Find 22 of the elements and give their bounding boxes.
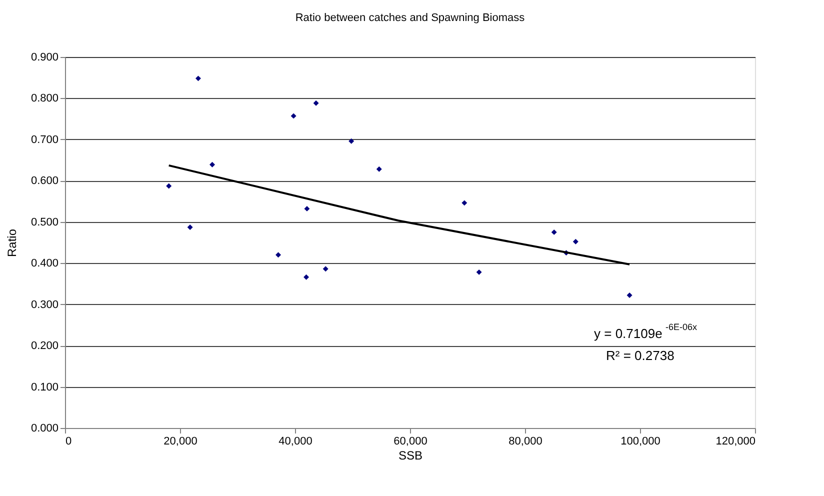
y-tick-label: 0.200 — [30, 340, 58, 352]
x-tick-label: 100,000 — [620, 436, 660, 448]
y-tick-label: 0.000 — [30, 422, 58, 434]
annotation: y = 0.7109e-6E-06x — [594, 322, 698, 341]
y-axis-title: Ratio — [4, 228, 19, 258]
chart-title: Ratio between catches and Spawning Biomass — [295, 12, 526, 24]
x-tick-label: 60,000 — [394, 436, 428, 448]
y-tick-label: 0.300 — [30, 298, 58, 311]
y-tick-label: 0.700 — [30, 134, 58, 146]
y-tick-label: 0.400 — [30, 258, 58, 270]
y-tick-label: 0.900 — [30, 52, 58, 64]
x-tick-label: 0 — [66, 436, 72, 448]
y-tick-label: 0.600 — [30, 175, 58, 188]
annotation: R² = 0.2738 — [606, 348, 674, 363]
y-tick-label: 0.100 — [30, 381, 58, 394]
y-tick-label: 0.500 — [30, 216, 58, 228]
x-tick-label: 80,000 — [508, 436, 542, 448]
x-tick-label: 40,000 — [278, 436, 312, 448]
x-tick-label: 20,000 — [164, 436, 198, 448]
y-tick-label: 0.800 — [30, 92, 58, 105]
x-axis-title: SSB — [398, 448, 423, 462]
x-tick-label: 120,000 — [716, 436, 756, 448]
